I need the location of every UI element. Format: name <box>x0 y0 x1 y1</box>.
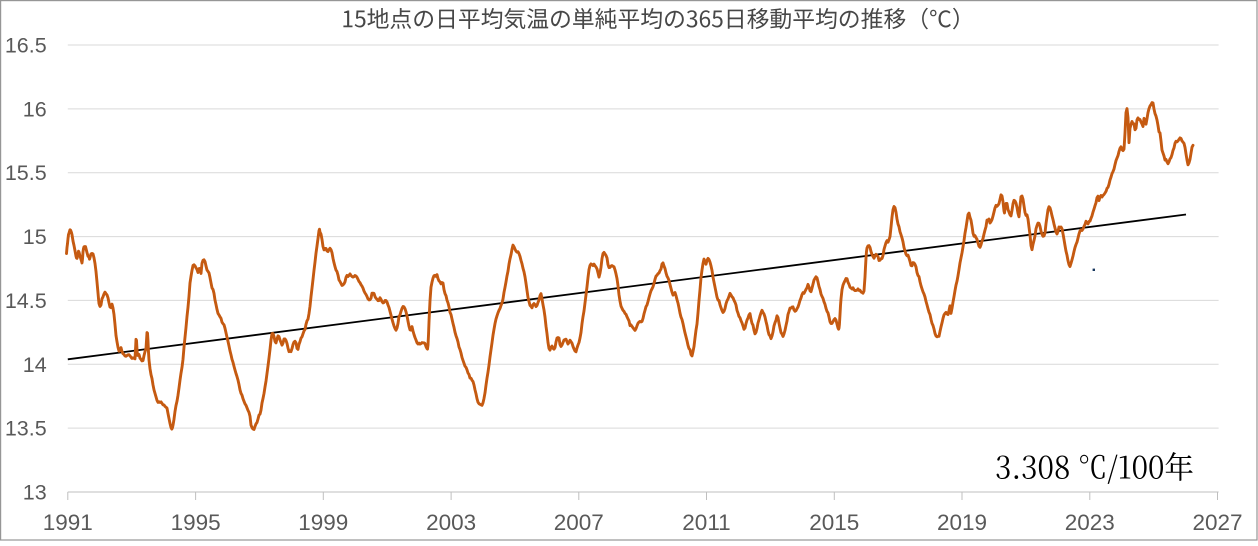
svg-text:15.5: 15.5 <box>5 161 47 185</box>
svg-text:16.5: 16.5 <box>5 34 47 58</box>
svg-text:13.5: 13.5 <box>5 417 47 441</box>
svg-text:1999: 1999 <box>298 510 348 535</box>
svg-text:1991: 1991 <box>43 510 93 535</box>
svg-text:15: 15 <box>23 225 47 249</box>
svg-text:2019: 2019 <box>937 510 987 535</box>
svg-text:16: 16 <box>23 97 47 121</box>
svg-text:13: 13 <box>23 481 47 505</box>
svg-text:2027: 2027 <box>1192 510 1242 535</box>
svg-text:2003: 2003 <box>426 510 476 535</box>
svg-text:14.5: 14.5 <box>5 289 47 313</box>
svg-text:2023: 2023 <box>1065 510 1115 535</box>
svg-text:2007: 2007 <box>554 510 604 535</box>
svg-text:2015: 2015 <box>809 510 859 535</box>
svg-text:1995: 1995 <box>171 510 221 535</box>
svg-text:2011: 2011 <box>682 510 730 535</box>
svg-text:14: 14 <box>23 353 47 377</box>
